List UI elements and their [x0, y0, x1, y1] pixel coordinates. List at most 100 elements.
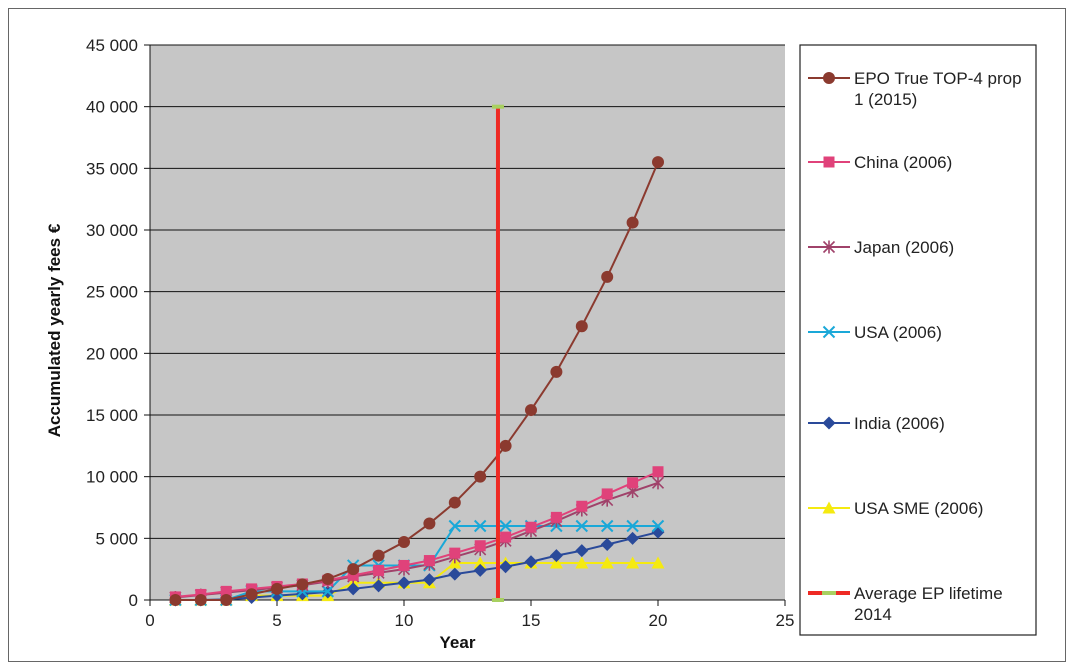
- data-point-s4: [626, 531, 640, 545]
- data-point-s1: [576, 500, 588, 512]
- data-point-s5: [473, 556, 487, 569]
- data-point-s1: [398, 559, 410, 571]
- data-point-s5: [651, 556, 665, 569]
- plot-area: [150, 45, 785, 600]
- data-point-s1: [423, 555, 435, 567]
- data-point-s4: [448, 567, 462, 581]
- data-point-s4: [575, 544, 589, 558]
- data-point-s1: [474, 540, 486, 552]
- legend-label-2: Japan (2006): [854, 238, 954, 257]
- legend-marker-average-lifetime: [822, 591, 836, 595]
- data-point-s0: [271, 582, 283, 595]
- data-point-s0: [194, 594, 207, 606]
- y-tick-label: 30 000: [86, 221, 138, 240]
- y-tick-label: 0: [129, 591, 138, 610]
- legend-label-average-lifetime: 2014: [854, 605, 892, 624]
- legend-label-average-lifetime: Average EP lifetime: [854, 584, 1003, 603]
- data-point-s3: [321, 585, 335, 598]
- data-point-s0: [525, 404, 537, 417]
- data-point-s1: [550, 511, 562, 523]
- legend-marker-1: [823, 156, 835, 168]
- data-point-s1: [449, 547, 461, 559]
- data-point-s4: [372, 579, 386, 593]
- x-tick-label: 5: [272, 611, 281, 630]
- data-point-s0: [550, 365, 563, 378]
- data-point-s5: [575, 556, 589, 569]
- y-tick-label: 5 000: [95, 529, 138, 548]
- data-point-s0: [321, 573, 334, 586]
- data-point-s3: [499, 519, 512, 533]
- data-point-s0: [296, 578, 309, 591]
- data-point-s1: [347, 569, 359, 581]
- legend: [799, 44, 1037, 636]
- average-lifetime-top-marker: [491, 104, 504, 109]
- data-point-s1: [500, 531, 512, 543]
- data-point-s1: [220, 585, 232, 597]
- data-point-s3: [575, 519, 589, 533]
- data-point-s4: [499, 560, 513, 574]
- data-point-s3: [651, 519, 665, 533]
- legend-label-4: India (2006): [854, 414, 945, 433]
- data-point-s0: [423, 517, 436, 530]
- data-point-s4: [346, 582, 360, 596]
- y-axis-title: Accumulated yearly fees €: [45, 223, 64, 437]
- data-point-s0: [626, 216, 639, 229]
- data-point-s5: [626, 556, 640, 569]
- average-lifetime-bottom-marker: [491, 598, 504, 602]
- data-point-s3: [473, 519, 487, 533]
- legend-marker-2: [822, 240, 836, 254]
- y-tick-label: 35 000: [86, 159, 138, 178]
- legend-label-0: EPO True TOP-4 prop: [854, 69, 1022, 88]
- data-point-s3: [600, 519, 614, 533]
- data-point-s0: [245, 588, 258, 601]
- data-point-s4: [524, 555, 538, 569]
- data-point-s3: [448, 519, 462, 533]
- data-point-s0: [652, 156, 664, 169]
- data-point-s4: [549, 549, 563, 563]
- x-tick-label: 0: [145, 611, 154, 630]
- legend-marker-3: [822, 325, 836, 339]
- x-tick-label: 10: [395, 611, 414, 630]
- data-point-s0: [169, 594, 182, 606]
- y-tick-label: 15 000: [86, 406, 138, 425]
- legend-label-5: USA SME (2006): [854, 499, 983, 518]
- data-point-s5: [600, 556, 614, 569]
- data-point-s4: [422, 573, 436, 587]
- legend-marker-0: [823, 72, 835, 84]
- data-point-s2: [651, 476, 665, 490]
- data-point-s1: [525, 521, 537, 533]
- data-point-s0: [474, 470, 487, 483]
- data-point-s3: [626, 519, 639, 533]
- data-point-s5: [549, 556, 563, 569]
- y-tick-label: 20 000: [86, 344, 138, 363]
- data-point-s4: [600, 538, 614, 551]
- data-point-s0: [398, 536, 410, 549]
- legend-label-1: China (2006): [854, 153, 952, 172]
- y-tick-label: 10 000: [86, 468, 138, 487]
- data-point-s0: [372, 549, 385, 562]
- x-tick-label: 20: [649, 611, 668, 630]
- x-tick-label: 15: [522, 611, 541, 630]
- y-tick-label: 25 000: [86, 283, 138, 302]
- x-tick-label: 25: [776, 611, 795, 630]
- legend-label-3: USA (2006): [854, 323, 942, 342]
- data-point-s1: [373, 564, 385, 576]
- legend-marker-5: [822, 501, 836, 514]
- data-point-s0: [575, 320, 588, 333]
- data-point-s0: [347, 563, 360, 576]
- legend-marker-4: [822, 416, 836, 430]
- x-axis-title: Year: [440, 633, 476, 652]
- data-point-s4: [473, 563, 487, 577]
- data-point-s1: [601, 488, 613, 500]
- data-point-s1: [652, 466, 664, 478]
- y-tick-label: 40 000: [86, 98, 138, 117]
- legend-label-0: 1 (2015): [854, 90, 917, 109]
- data-point-s0: [499, 439, 512, 452]
- data-point-s0: [448, 496, 461, 509]
- y-tick-label: 45 000: [86, 36, 138, 55]
- data-point-s0: [601, 270, 614, 283]
- data-point-s0: [220, 594, 233, 606]
- data-point-s4: [397, 576, 411, 590]
- data-point-s1: [627, 477, 639, 489]
